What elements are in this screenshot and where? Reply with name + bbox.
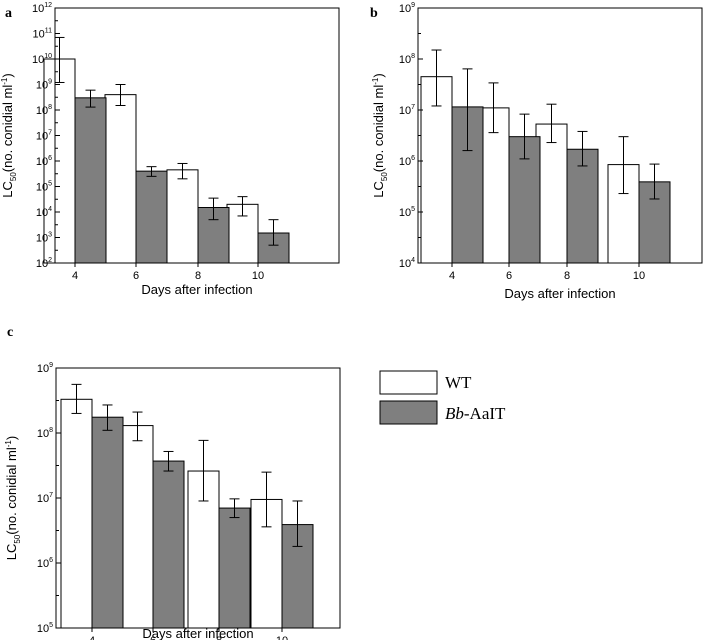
y-tick-label: 108	[36, 104, 52, 117]
panel-label: b	[370, 6, 378, 21]
x-axis-title: Days after infection	[504, 286, 615, 301]
panel-c-chart: c 105 106 107 108 109 4 6 8 10 Days after infectio…	[4, 325, 341, 640]
y-tick-label: 1012	[32, 2, 52, 15]
bar-mutant-6	[152, 460, 185, 629]
y-tick-label: 108	[399, 53, 415, 66]
y-tick-label: 105	[399, 206, 415, 219]
y-tick-label: 1010	[32, 53, 52, 66]
y-tick-label: 106	[37, 557, 53, 570]
y-tick-label: 104	[399, 257, 415, 270]
legend-label-mutant-suffix: -AaIT	[464, 404, 506, 423]
bar-mutant-10	[281, 524, 314, 629]
legend-label-mutant: Bb-AaIT	[445, 404, 506, 423]
x-axis-title: Days after infection	[141, 282, 252, 297]
y-tick-label: 1011	[32, 28, 52, 41]
x-tick-label: 4	[89, 635, 95, 640]
y-axis-title: LC50(no. conidial ml-1)	[371, 73, 389, 197]
legend-label-wt: WT	[445, 373, 472, 392]
y-tick-label: 107	[399, 104, 415, 117]
y-tick-label: 109	[37, 362, 53, 375]
y-tick-label: 107	[37, 492, 53, 505]
bar-wt-8	[535, 123, 568, 264]
y-tick-label: 106	[399, 155, 415, 168]
panel-label: a	[5, 6, 12, 21]
x-tick-label: 6	[133, 270, 139, 282]
x-tick-label: 8	[564, 270, 570, 282]
y-tick-label: 105	[37, 622, 53, 635]
legend: WT Bb-AaIT	[379, 370, 506, 425]
bar-mutant-4	[74, 97, 107, 264]
y-tick-label: 109	[399, 2, 415, 15]
y-axis-title: LC50(no. conidial ml-1)	[0, 73, 18, 197]
bar-mutant-8	[218, 507, 251, 629]
x-tick-label: 8	[216, 635, 222, 640]
bar-wt-6	[121, 425, 154, 629]
x-tick-label: 10	[252, 270, 264, 282]
bar-mutant-8	[566, 148, 599, 264]
y-tick-label: 107	[36, 130, 52, 143]
panel-a-chart: a 102 103 104 105 106 107 108 109 1010 1011 1012 4 6 8…	[0, 2, 340, 297]
legend-label-mutant-prefix: Bb	[445, 404, 464, 423]
y-tick-label: 106	[36, 155, 52, 168]
bar-mutant-6	[135, 170, 168, 264]
y-tick-label: 105	[36, 181, 52, 194]
x-tick-label: 6	[506, 270, 512, 282]
y-tick-label: 102	[36, 257, 52, 270]
bar-wt-6	[104, 94, 137, 264]
x-tick-label: 6	[150, 635, 156, 640]
y-tick-label: 109	[36, 79, 52, 92]
x-tick-label: 4	[72, 270, 78, 282]
panel-b-chart: b 104 105 106 107 108 109 4 6 8 10 Days after infec…	[370, 2, 703, 301]
panel-label: c	[7, 325, 13, 340]
y-tick-label: 104	[36, 206, 52, 219]
bar-wt-4	[60, 398, 93, 629]
y-tick-label: 103	[36, 232, 52, 245]
y-tick-label: 108	[37, 427, 53, 440]
legend-swatch-mutant	[379, 400, 438, 425]
x-axis-title: Days after infection	[142, 626, 253, 640]
x-tick-label: 4	[449, 270, 455, 282]
x-tick-label: 8	[195, 270, 201, 282]
bar-mutant-4	[91, 416, 124, 629]
x-tick-label: 10	[276, 635, 288, 640]
legend-swatch-wt	[379, 370, 438, 395]
y-axis-title: LC50(no. conidial ml-1)	[4, 436, 22, 560]
x-tick-label: 10	[633, 270, 645, 282]
bar-wt-8	[166, 169, 199, 264]
